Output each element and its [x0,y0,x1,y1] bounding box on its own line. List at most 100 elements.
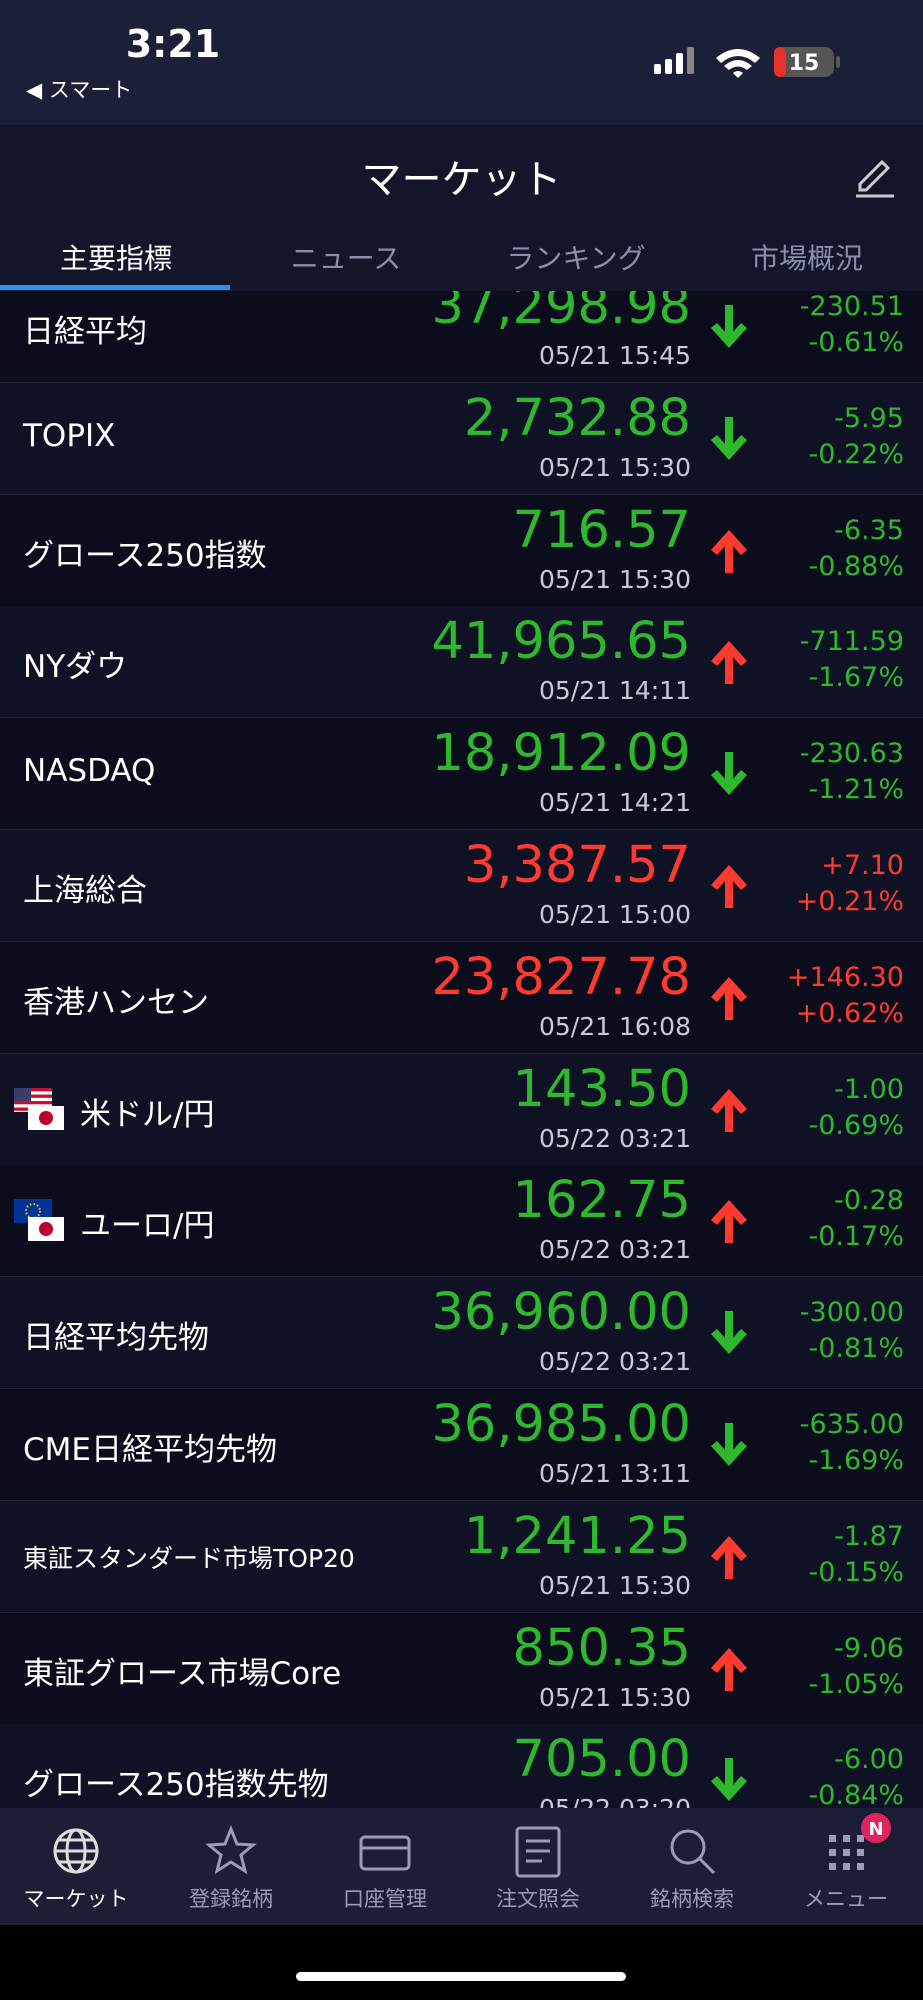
market-row[interactable]: 東証スタンダード市場TOP20 1,241.25 05/21 15:30 -1.87 -… [0,1500,923,1613]
row-time: 05/22 03:21 [538,1123,691,1153]
arrow-shape [711,416,747,460]
row-name: CME日経平均先物 [23,1432,277,1468]
row-change-pct: -0.69% [808,1109,904,1141]
arrow-shape [711,641,747,685]
page-title: マーケット [361,157,562,203]
row-time: 05/21 15:45 [538,341,691,370]
market-row[interactable]: CME日経平均先物 36,985.00 05/21 13:11 -635.00 -1.6… [0,1389,923,1501]
row-change: -230.51 [799,291,904,322]
trend-arrow [711,1311,747,1355]
nav-icons: N [53,1813,891,1878]
trend-arrow [711,865,747,908]
trend-arrow [711,1088,747,1132]
trend-arrow [711,752,747,796]
market-row[interactable]: 日経平均先物 36,960.00 05/22 03:21 -300.00 -0.81% [0,1277,923,1390]
battery-level: 15 [789,51,820,76]
trend-arrow [711,416,747,460]
row-name: 東証スタンダード市場TOP20 [23,1543,355,1573]
row-name: 日経平均 [23,314,147,350]
row-value: 1,241.25 [463,1506,691,1566]
market-row[interactable]: NYダウ 41,965.65 05/21 14:11 -711.59 -1.67% [0,606,923,719]
row-change-pct: +0.21% [795,886,904,917]
market-row[interactable]: 東証グロース市場Core 850.35 05/21 15:30 -9.06 -1.05% [0,1612,923,1725]
row-change-pct: -1.69% [808,1445,904,1476]
tab[interactable]: ランキング [506,242,646,275]
row-value: 36,960.00 [431,1283,691,1343]
row-change-pct: -0.61% [808,327,904,358]
row-name: 日経平均先物 [23,1320,209,1357]
edit-button[interactable] [852,152,898,198]
row-value: 143.50 [512,1059,691,1119]
row-name: 東証グロース市場Core [23,1655,342,1692]
bottom-nav: N [0,1808,923,1925]
trend-arrow [711,1535,747,1579]
nav-item[interactable]: 銘柄検索 [650,1887,734,1911]
row-time: 05/21 15:30 [538,452,691,482]
market-row[interactable]: TOPIX 2,732.88 05/21 15:30 -5.95 -0.22% [0,382,923,495]
row-time: 05/21 14:11 [538,676,691,706]
trend-arrow [711,1423,747,1466]
row-change: -5.95 [834,402,904,434]
tab[interactable]: 主要指標 [59,242,172,275]
row-name: NYダウ [23,649,128,686]
row-change: +146.30 [786,961,904,993]
market-row[interactable]: 日経平均 37,298.98 05/21 15:45 -230.51 -0.61% [0,291,923,383]
row-change-pct: -0.84% [808,1780,904,1808]
row-change-pct: -0.17% [808,1221,904,1253]
arrow-shape [711,865,747,908]
row-change: -6.35 [834,514,904,546]
row-value: 705.00 [512,1730,691,1790]
nav-item[interactable]: マーケット [23,1887,129,1911]
market-row[interactable]: 上海総合 3,387.57 05/21 15:00 +7.10 +0.21% [0,830,923,942]
row-time: 05/21 15:00 [538,900,691,929]
market-row[interactable]: グロース250指数先物 705.00 05/22 03:20 -6.00 -0.84% [0,1724,923,1808]
arrow-shape [711,1758,747,1802]
trend-arrow [711,1758,747,1802]
row-value: 37,298.98 [431,291,691,336]
home-indicator [296,1972,626,1981]
row-change: -711.59 [799,626,904,658]
row-change: -1.87 [834,1520,904,1552]
arrow-shape [711,1647,747,1691]
tab[interactable]: 市場概況 [750,242,863,275]
flag-icon [14,1087,64,1130]
trend-arrow [711,1647,747,1691]
row-change-pct: -0.88% [808,550,904,582]
row-time: 05/21 16:08 [538,1011,691,1041]
nav-item[interactable]: メニュー [804,1887,888,1911]
nav-item[interactable]: 登録銘柄 [189,1887,273,1911]
market-row[interactable]: ユーロ/円 162.75 05/22 03:21 -0.28 -0.17% [0,1165,923,1278]
row-name: NASDAQ [23,753,156,790]
row-time: 05/22 03:21 [538,1347,691,1377]
arrow-shape [711,1200,747,1244]
market-row[interactable]: 米ドル/円 143.50 05/22 03:21 -1.00 -0.69% [0,1053,923,1166]
market-row[interactable]: NASDAQ 18,912.09 05/21 14:21 -230.63 -1.21% [0,718,923,831]
nav-item[interactable]: 口座管理 [343,1887,427,1911]
trend-arrow [711,529,747,573]
tab-indicator [0,285,230,290]
trend-arrow [711,641,747,685]
nav-item[interactable]: 注文照会 [496,1887,580,1911]
trend-arrow [711,1200,747,1244]
market-row[interactable]: 香港ハンセン 23,827.78 05/21 16:08 +146.30 +0.62% [0,941,923,1054]
row-value: 3,387.57 [463,836,691,895]
flag-part [39,1222,53,1237]
row-change: -300.00 [799,1297,904,1329]
market-row[interactable]: グロース250指数 716.57 05/21 15:30 -6.35 -0.88% [0,494,923,607]
arrow-shape [711,1535,747,1579]
arrow-shape [711,1088,747,1132]
row-change: -230.63 [799,738,904,770]
row-time: 05/22 03:21 [538,1235,691,1265]
row-value: 850.35 [512,1618,691,1678]
row-name: 米ドル/円 [80,1096,215,1133]
row-change-pct: -0.81% [808,1333,904,1365]
header: マーケット 主要指標 ニュース ランキング 市場概況 [0,125,923,291]
tab[interactable]: ニュース [290,242,402,275]
row-time: 05/21 15:30 [538,1682,691,1712]
row-change: -6.00 [834,1744,904,1776]
back-link[interactable]: ◀ スマート [26,78,133,102]
row-value: 23,827.78 [431,947,691,1007]
flag-part [39,1110,53,1125]
arrow-shape [711,976,747,1020]
